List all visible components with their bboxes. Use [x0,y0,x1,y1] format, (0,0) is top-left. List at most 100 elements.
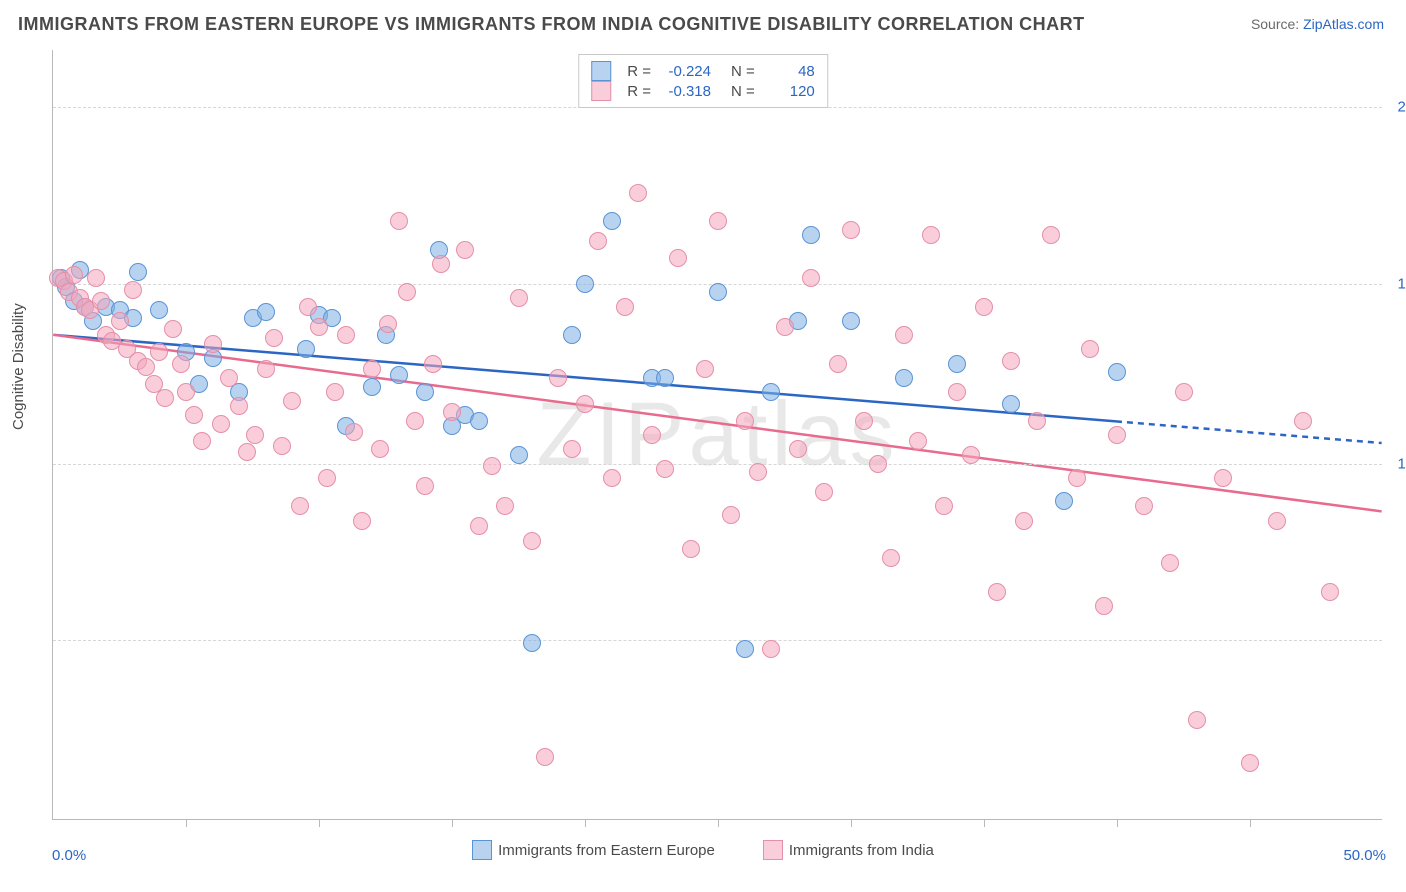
data-point-india [1081,340,1099,358]
data-point-india [318,469,336,487]
data-point-india [1068,469,1086,487]
data-point-india [353,512,371,530]
data-point-india [776,318,794,336]
data-point-india [736,412,754,430]
data-point-india [246,426,264,444]
data-point-eastern_europe [563,326,581,344]
data-point-india [523,532,541,550]
y-axis-title: Cognitive Disability [10,303,27,430]
data-point-india [789,440,807,458]
data-point-india [1321,583,1339,601]
data-point-india [1294,412,1312,430]
data-point-india [177,383,195,401]
data-point-india [238,443,256,461]
data-point-india [65,266,83,284]
x-tick [585,819,586,827]
data-point-india [1268,512,1286,530]
data-point-india [379,315,397,333]
data-point-india [855,412,873,430]
data-point-india [432,255,450,273]
x-tick [851,819,852,827]
data-point-india [299,298,317,316]
data-point-india [1135,497,1153,515]
data-point-india [616,298,634,316]
data-point-india [337,326,355,344]
data-point-india [345,423,363,441]
plot-area: ZIPatlas 6.3%12.5%18.8%25.0% [52,50,1382,820]
legend-series: Immigrants from Eastern EuropeImmigrants… [0,840,1406,864]
source-link[interactable]: ZipAtlas.com [1303,16,1384,32]
data-point-india [709,212,727,230]
data-point-eastern_europe [150,301,168,319]
data-point-india [536,748,554,766]
data-point-india [563,440,581,458]
data-point-india [842,221,860,239]
data-point-india [124,281,142,299]
x-tick [452,819,453,827]
data-point-india [829,355,847,373]
data-point-india [909,432,927,450]
data-point-india [456,241,474,259]
data-point-india [291,497,309,515]
data-point-india [265,329,283,347]
data-point-eastern_europe [1055,492,1073,510]
gridline [53,640,1382,641]
data-point-india [669,249,687,267]
data-point-eastern_europe [603,212,621,230]
data-point-india [656,460,674,478]
y-tick-label: 12.5% [1397,455,1406,472]
x-tick [319,819,320,827]
data-point-india [220,369,238,387]
data-point-india [137,358,155,376]
data-point-india [193,432,211,450]
data-point-india [948,383,966,401]
data-point-india [363,360,381,378]
data-point-eastern_europe [363,378,381,396]
data-point-india [1188,711,1206,729]
chart-title: IMMIGRANTS FROM EASTERN EUROPE VS IMMIGR… [18,14,1085,35]
data-point-eastern_europe [948,355,966,373]
data-point-india [1095,597,1113,615]
data-point-india [869,455,887,473]
data-point-eastern_europe [709,283,727,301]
data-point-india [406,412,424,430]
data-point-eastern_europe [576,275,594,293]
data-point-india [682,540,700,558]
data-point-india [643,426,661,444]
data-point-india [470,517,488,535]
data-point-india [1214,469,1232,487]
data-point-india [1002,352,1020,370]
data-point-india [483,457,501,475]
data-point-india [975,298,993,316]
data-point-india [882,549,900,567]
data-point-india [1028,412,1046,430]
legend-stats-row-eastern_europe: R =-0.224N =48 [591,61,815,81]
data-point-india [172,355,190,373]
data-point-india [749,463,767,481]
data-point-india [273,437,291,455]
x-tick [186,819,187,827]
data-point-india [988,583,1006,601]
data-point-india [398,283,416,301]
data-point-india [424,355,442,373]
data-point-india [815,483,833,501]
x-tick [984,819,985,827]
legend-stats-row-india: R =-0.318N =120 [591,81,815,101]
data-point-india [629,184,647,202]
data-point-india [1241,754,1259,772]
data-point-eastern_europe [656,369,674,387]
data-point-india [496,497,514,515]
data-point-eastern_europe [1108,363,1126,381]
y-tick-label: 18.8% [1397,275,1406,292]
y-tick-label: 25.0% [1397,99,1406,116]
data-point-eastern_europe [416,383,434,401]
source-label: Source: [1251,16,1303,32]
data-point-india [962,446,980,464]
data-point-eastern_europe [762,383,780,401]
data-point-eastern_europe [470,412,488,430]
data-point-eastern_europe [1002,395,1020,413]
data-point-india [87,269,105,287]
data-point-india [230,397,248,415]
data-point-india [922,226,940,244]
legend-item-eastern_europe: Immigrants from Eastern Europe [472,840,715,860]
